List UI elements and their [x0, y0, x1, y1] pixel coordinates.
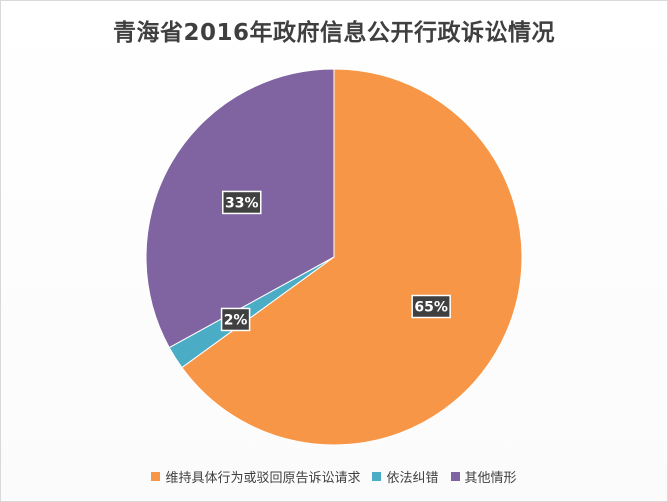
legend-label-2: 其他情形 [464, 471, 517, 486]
legend-item-1: 依法纠错 [372, 467, 439, 486]
data-label-1: 2% [220, 307, 251, 332]
pie-slice-0 [181, 68, 523, 446]
data-label-text-0: 65% [414, 300, 448, 316]
legend-label-1: 依法纠错 [386, 471, 439, 486]
legend-item-0: 维持具体行为或驳回原告诉讼请求 [151, 467, 360, 486]
legend-swatch-1 [372, 472, 382, 481]
legend: 维持具体行为或驳回原告诉讼请求 依法纠错 其他情形 [1, 467, 667, 486]
data-label-box-1 [220, 307, 251, 332]
data-label-box-0 [411, 294, 451, 319]
data-label-text-2: 33% [225, 195, 259, 211]
legend-label-0: 维持具体行为或驳回原告诉讼请求 [165, 471, 361, 486]
data-label-text-1: 2% [224, 312, 248, 328]
pie-slices [145, 68, 523, 446]
chart-title: 青海省2016年政府信息公开行政诉讼情况 [112, 20, 555, 46]
data-labels: 65% 2% 33% [220, 190, 451, 332]
legend-swatch-0 [151, 472, 161, 481]
legend-item-2: 其他情形 [450, 467, 517, 486]
legend-swatch-2 [450, 472, 460, 481]
data-label-0: 65% [411, 294, 451, 319]
data-label-2: 33% [222, 190, 262, 215]
data-label-box-2 [222, 190, 262, 215]
